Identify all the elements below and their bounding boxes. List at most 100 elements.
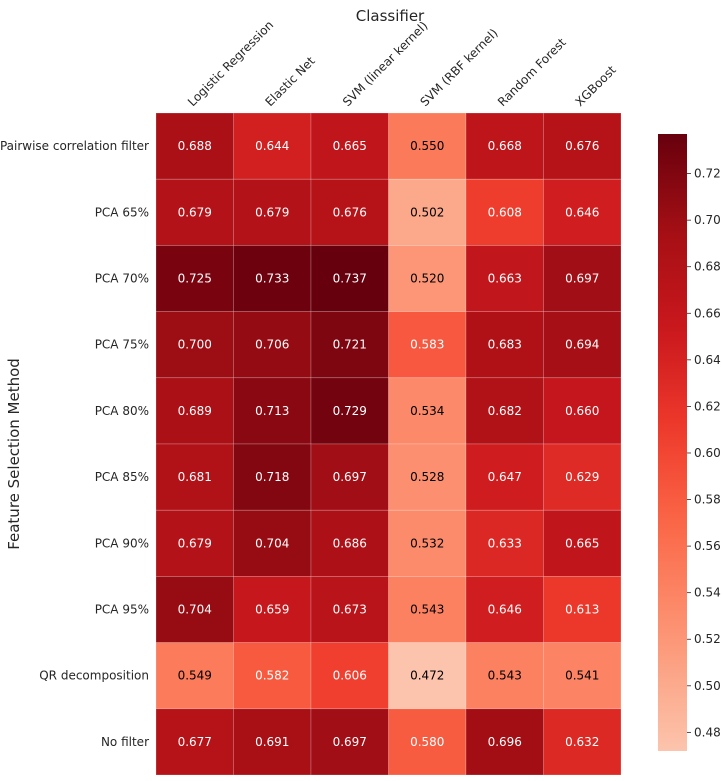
heatmap-cell	[155, 642, 234, 710]
cell-value-label: 0.532	[410, 536, 444, 550]
row-labels: Pairwise correlation filter PCA 65% PCA 70…	[0, 139, 149, 749]
cell-value-label: 0.608	[488, 205, 522, 219]
cell-value-label: 0.534	[410, 404, 444, 418]
cell-value-label: 0.706	[255, 338, 289, 352]
row-label: PCA 65%	[95, 205, 149, 219]
heatmap-cells: 0.688 0.644 0.665 0.550 0.668 0.676 0.679 0.679…	[155, 112, 622, 776]
column-label: Elastic Net	[262, 54, 317, 109]
heatmap-cell	[543, 311, 622, 379]
y-axis-title: Feature Selection Method	[5, 358, 23, 550]
cell-value-label: 0.543	[488, 669, 522, 683]
heatmap-cell	[543, 642, 622, 710]
row-label: Pairwise correlation filter	[0, 139, 149, 153]
cell-value-label: 0.676	[565, 139, 599, 153]
cell-value-label: 0.633	[488, 536, 522, 550]
heatmap-cell	[465, 509, 544, 577]
column-label: Random Forest	[495, 35, 569, 109]
cell-value-label: 0.677	[178, 735, 212, 749]
heatmap-cell	[310, 245, 389, 312]
cell-value-label: 0.613	[565, 603, 599, 617]
heatmap-cell	[543, 509, 622, 577]
heatmap-cell	[310, 377, 389, 445]
row-label: PCA 70%	[95, 272, 149, 286]
column-label: Logistic Regression	[185, 18, 276, 109]
heatmap-cell	[465, 245, 544, 312]
cell-value-label: 0.721	[333, 338, 367, 352]
cell-value-label: 0.694	[565, 338, 599, 352]
heatmap-cell	[310, 178, 389, 246]
colorbar-ticks: 0.48 0.50 0.52 0.54 0.56 0.58 0.60 0.62 0.64 0.66…	[687, 167, 721, 739]
heatmap-cell	[543, 245, 622, 312]
heatmap-cell	[310, 642, 389, 710]
heatmap-cell	[310, 443, 389, 511]
cell-value-label: 0.704	[255, 536, 289, 550]
cell-value-label: 0.682	[488, 404, 522, 418]
row-label: PCA 75%	[95, 338, 149, 352]
heatmap-cell	[465, 311, 544, 379]
row-label: PCA 90%	[95, 536, 149, 550]
cell-value-label: 0.543	[410, 603, 444, 617]
colorbar-tick-label: 0.60	[694, 446, 721, 460]
colorbar-tick-label: 0.64	[694, 353, 721, 367]
heatmap-cell	[388, 642, 467, 710]
colorbar-tick-label: 0.68	[694, 260, 721, 274]
heatmap-cell	[543, 443, 622, 511]
cell-value-label: 0.737	[333, 272, 367, 286]
heatmap-cell	[388, 178, 467, 246]
cell-value-label: 0.679	[255, 205, 289, 219]
heatmap-cell	[155, 509, 234, 577]
row-label: PCA 95%	[95, 603, 149, 617]
cell-value-label: 0.632	[565, 735, 599, 749]
cell-value-label: 0.681	[178, 470, 212, 484]
heatmap-cell	[233, 509, 312, 577]
cell-value-label: 0.583	[410, 338, 444, 352]
cell-value-label: 0.665	[565, 536, 599, 550]
cell-value-label: 0.644	[255, 139, 289, 153]
cell-value-label: 0.718	[255, 470, 289, 484]
heatmap-cell	[155, 112, 234, 180]
colorbar-tick-label: 0.52	[694, 632, 721, 646]
heatmap-cell	[465, 112, 544, 180]
cell-value-label: 0.660	[565, 404, 599, 418]
x-axis-title: Classifier	[356, 7, 425, 25]
cell-value-label: 0.697	[333, 470, 367, 484]
colorbar-tick-label: 0.54	[694, 586, 721, 600]
cell-value-label: 0.679	[178, 205, 212, 219]
heatmap-cell	[155, 245, 234, 312]
colorbar-tick-label: 0.72	[694, 167, 721, 181]
heatmap-cell	[543, 178, 622, 246]
cell-value-label: 0.647	[488, 470, 522, 484]
heatmap-cell	[155, 377, 234, 445]
column-label: SVM (RBF kernel)	[417, 26, 500, 109]
cell-value-label: 0.665	[333, 139, 367, 153]
cell-value-label: 0.725	[178, 272, 212, 286]
heatmap-cell	[310, 576, 389, 643]
cell-value-label: 0.472	[410, 669, 444, 683]
row-label: PCA 85%	[95, 470, 149, 484]
cell-value-label: 0.580	[410, 735, 444, 749]
cell-value-label: 0.550	[410, 139, 444, 153]
heatmap-cell	[388, 112, 467, 180]
heatmap-cell	[233, 642, 312, 710]
colorbar-tick-label: 0.50	[694, 679, 721, 693]
row-label: No filter	[101, 735, 149, 749]
cell-value-label: 0.646	[488, 603, 522, 617]
colorbar-tick-label: 0.66	[694, 306, 721, 320]
cell-value-label: 0.689	[178, 404, 212, 418]
cell-value-label: 0.549	[178, 669, 212, 683]
column-label: XGBoost	[572, 63, 618, 109]
colorbar-tick-label: 0.70	[694, 213, 721, 227]
cell-value-label: 0.673	[333, 603, 367, 617]
cell-value-label: 0.683	[488, 338, 522, 352]
cell-value-label: 0.541	[565, 669, 599, 683]
heatmap-cell	[388, 576, 467, 643]
heatmap-cell	[155, 708, 234, 776]
cell-value-label: 0.697	[565, 272, 599, 286]
cell-value-label: 0.697	[333, 735, 367, 749]
heatmap-cell	[233, 245, 312, 312]
heatmap-cell	[233, 443, 312, 511]
cell-value-label: 0.629	[565, 470, 599, 484]
heatmap-cell	[543, 112, 622, 180]
cell-value-label: 0.733	[255, 272, 289, 286]
